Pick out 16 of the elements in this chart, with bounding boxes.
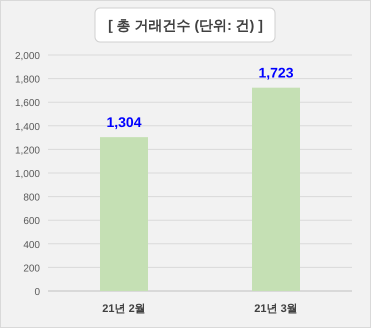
y-tick-label: 1,400 xyxy=(14,122,40,133)
data-label: 1,304 xyxy=(106,114,142,130)
y-tick-label: 0 xyxy=(34,287,40,298)
y-tick-label: 1,800 xyxy=(14,74,40,86)
data-label: 1,723 xyxy=(258,64,294,81)
y-tick-label: 200 xyxy=(23,263,40,274)
y-tick-label: 400 xyxy=(23,240,40,251)
y-tick-label: 800 xyxy=(23,192,40,204)
y-tick-label: 1,600 xyxy=(14,98,40,110)
y-tick-label: 2,000 xyxy=(14,51,40,62)
y-tick-label: 1,200 xyxy=(14,145,40,156)
x-tick-label: 21년 2월 xyxy=(102,303,146,315)
y-tick-label: 1,000 xyxy=(14,169,40,180)
chart-title: [ 총 거래건수 (단위: 건) ] xyxy=(108,17,263,33)
y-tick-label: 600 xyxy=(23,216,40,228)
x-tick-label: 21년 3월 xyxy=(254,303,298,315)
